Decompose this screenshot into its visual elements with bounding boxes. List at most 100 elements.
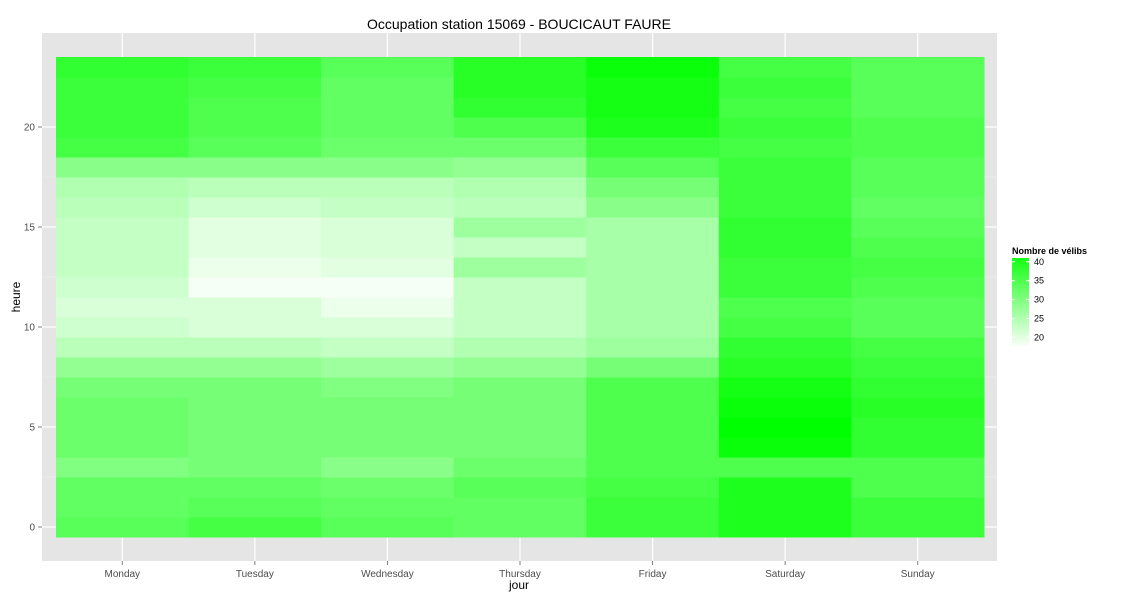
heatmap-tile bbox=[851, 417, 985, 438]
heatmap-tile bbox=[321, 457, 455, 478]
heatmap-tile bbox=[56, 357, 190, 378]
heatmap-tile bbox=[453, 377, 587, 398]
heatmap-tile bbox=[453, 357, 587, 378]
heatmap-tiles bbox=[56, 57, 985, 538]
heatmap-tile bbox=[453, 257, 587, 278]
x-tick-label: Sunday bbox=[901, 569, 935, 580]
heatmap-tile bbox=[718, 517, 852, 538]
heatmap-tile bbox=[453, 417, 587, 438]
heatmap-tile bbox=[851, 337, 985, 358]
heatmap-tile bbox=[453, 457, 587, 478]
heatmap-tile bbox=[851, 397, 985, 418]
heatmap-tile bbox=[851, 137, 985, 158]
heatmap-tile bbox=[718, 397, 852, 418]
heatmap-tile bbox=[718, 157, 852, 178]
legend-label: 25 bbox=[1034, 314, 1044, 324]
heatmap-tile bbox=[56, 317, 190, 338]
heatmap-tile bbox=[718, 217, 852, 238]
heatmap-tile bbox=[321, 97, 455, 118]
heatmap-tile bbox=[718, 297, 852, 318]
heatmap-tile bbox=[188, 437, 322, 458]
y-tick-label: 15 bbox=[24, 223, 36, 234]
heatmap-tile bbox=[188, 397, 322, 418]
heatmap-tile bbox=[56, 477, 190, 498]
heatmap-tile bbox=[851, 357, 985, 378]
heatmap-tile bbox=[321, 317, 455, 338]
heatmap-tile bbox=[851, 177, 985, 198]
heatmap-tile bbox=[188, 497, 322, 518]
heatmap-tile bbox=[586, 217, 720, 238]
x-tick-label: Thursday bbox=[499, 569, 541, 580]
heatmap-tile bbox=[586, 337, 720, 358]
legend-colorbar bbox=[1012, 258, 1029, 345]
heatmap-tile bbox=[586, 157, 720, 178]
heatmap-tile bbox=[586, 297, 720, 318]
heatmap-tile bbox=[321, 397, 455, 418]
heatmap-tile bbox=[586, 277, 720, 298]
heatmap-tile bbox=[188, 517, 322, 538]
heatmap-tile bbox=[851, 477, 985, 498]
heatmap-tile bbox=[188, 477, 322, 498]
heatmap-tile bbox=[453, 217, 587, 238]
heatmap-tile bbox=[718, 477, 852, 498]
heatmap-tile bbox=[586, 117, 720, 138]
heatmap-tile bbox=[188, 377, 322, 398]
y-tick-label: 10 bbox=[24, 323, 36, 334]
heatmap-tile bbox=[453, 237, 587, 258]
heatmap-tile bbox=[851, 217, 985, 238]
heatmap-tile bbox=[586, 397, 720, 418]
heatmap-tile bbox=[188, 97, 322, 118]
heatmap-tile bbox=[453, 517, 587, 538]
heatmap-tile bbox=[56, 197, 190, 218]
heatmap-tile bbox=[56, 117, 190, 138]
heatmap-tile bbox=[453, 157, 587, 178]
heatmap-tile bbox=[851, 277, 985, 298]
heatmap-tile bbox=[851, 317, 985, 338]
heatmap-tile bbox=[718, 97, 852, 118]
heatmap-tile bbox=[188, 157, 322, 178]
heatmap-tile bbox=[321, 477, 455, 498]
legend-label: 30 bbox=[1034, 295, 1044, 305]
heatmap-tile bbox=[56, 97, 190, 118]
heatmap-tile bbox=[851, 197, 985, 218]
heatmap-tile bbox=[718, 197, 852, 218]
heatmap-tile bbox=[56, 137, 190, 158]
heatmap-tile bbox=[453, 197, 587, 218]
heatmap-tile bbox=[56, 417, 190, 438]
heatmap-tile bbox=[56, 497, 190, 518]
heatmap-tile bbox=[321, 137, 455, 158]
heatmap-tile bbox=[453, 77, 587, 98]
heatmap-tile bbox=[453, 477, 587, 498]
x-axis-title: jour bbox=[508, 578, 529, 592]
heatmap-tile bbox=[851, 257, 985, 278]
heatmap-tile bbox=[586, 237, 720, 258]
heatmap-tile bbox=[188, 257, 322, 278]
heatmap-tile bbox=[586, 417, 720, 438]
heatmap-tile bbox=[188, 177, 322, 198]
heatmap-tile bbox=[453, 57, 587, 78]
heatmap-tile bbox=[718, 137, 852, 158]
heatmap-tile bbox=[56, 57, 190, 78]
legend-label: 35 bbox=[1034, 276, 1044, 286]
heatmap-tile bbox=[718, 457, 852, 478]
heatmap-tile bbox=[56, 437, 190, 458]
heatmap-tile bbox=[718, 117, 852, 138]
heatmap-tile bbox=[188, 417, 322, 438]
legend-label: 40 bbox=[1034, 257, 1044, 267]
heatmap-tile bbox=[188, 197, 322, 218]
heatmap-tile bbox=[586, 197, 720, 218]
heatmap-tile bbox=[453, 137, 587, 158]
heatmap-tile bbox=[851, 517, 985, 538]
heatmap-tile bbox=[188, 137, 322, 158]
heatmap-tile bbox=[453, 97, 587, 118]
heatmap-tile bbox=[586, 357, 720, 378]
heatmap-tile bbox=[321, 257, 455, 278]
x-tick-label: Friday bbox=[639, 569, 667, 580]
heatmap-tile bbox=[56, 77, 190, 98]
heatmap-tile bbox=[718, 497, 852, 518]
heatmap-tile bbox=[586, 177, 720, 198]
heatmap-tile bbox=[453, 437, 587, 458]
heatmap-tile bbox=[321, 177, 455, 198]
heatmap-tile bbox=[851, 157, 985, 178]
